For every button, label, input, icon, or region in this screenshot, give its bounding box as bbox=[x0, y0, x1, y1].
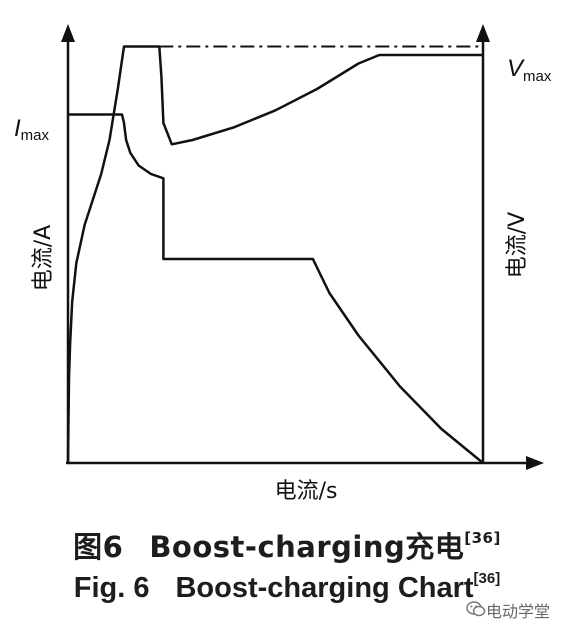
x-axis-arrow bbox=[526, 456, 544, 470]
vmax-sub: max bbox=[523, 68, 552, 85]
caption-chinese: 图6 Boost-charging充电[36] bbox=[0, 524, 574, 566]
xlabel: 电流/s bbox=[275, 479, 338, 504]
caption-en-prefix: Fig. 6 bbox=[73, 572, 150, 604]
ylabel-left: 电流/A bbox=[31, 225, 56, 291]
vmax-label: Vmax bbox=[507, 55, 552, 85]
imax-sub: max bbox=[21, 127, 50, 144]
caption-en-title: Boost-charging Chart bbox=[175, 572, 474, 604]
imax-base: I bbox=[14, 115, 21, 142]
vmax-base: V bbox=[507, 55, 525, 82]
wechat-icon bbox=[466, 601, 486, 617]
y-axis-right-arrow bbox=[476, 24, 490, 42]
caption-cn-prefix: 图6 bbox=[73, 530, 124, 564]
caption-cn-title: Boost-charging bbox=[149, 530, 406, 564]
caption-cn-ref: [36] bbox=[464, 529, 501, 547]
caption-english: Fig. 6 Boost-charging Chart[36] bbox=[0, 570, 574, 605]
watermark-text: 电动学堂 bbox=[486, 602, 551, 621]
imax-label: Imax bbox=[14, 115, 50, 144]
boost-charging-chart: 电流/A 电流/V 电流/s Imax Vmax bbox=[14, 24, 552, 504]
series-layer bbox=[66, 45, 484, 464]
series-current bbox=[68, 113, 484, 464]
y-axis-left-arrow bbox=[61, 24, 75, 42]
caption-cn-suffix: 充电 bbox=[405, 530, 465, 564]
ylabel-right: 电流/V bbox=[505, 212, 530, 278]
series-voltage bbox=[66, 45, 483, 464]
caption-en-ref: [36] bbox=[473, 570, 501, 587]
